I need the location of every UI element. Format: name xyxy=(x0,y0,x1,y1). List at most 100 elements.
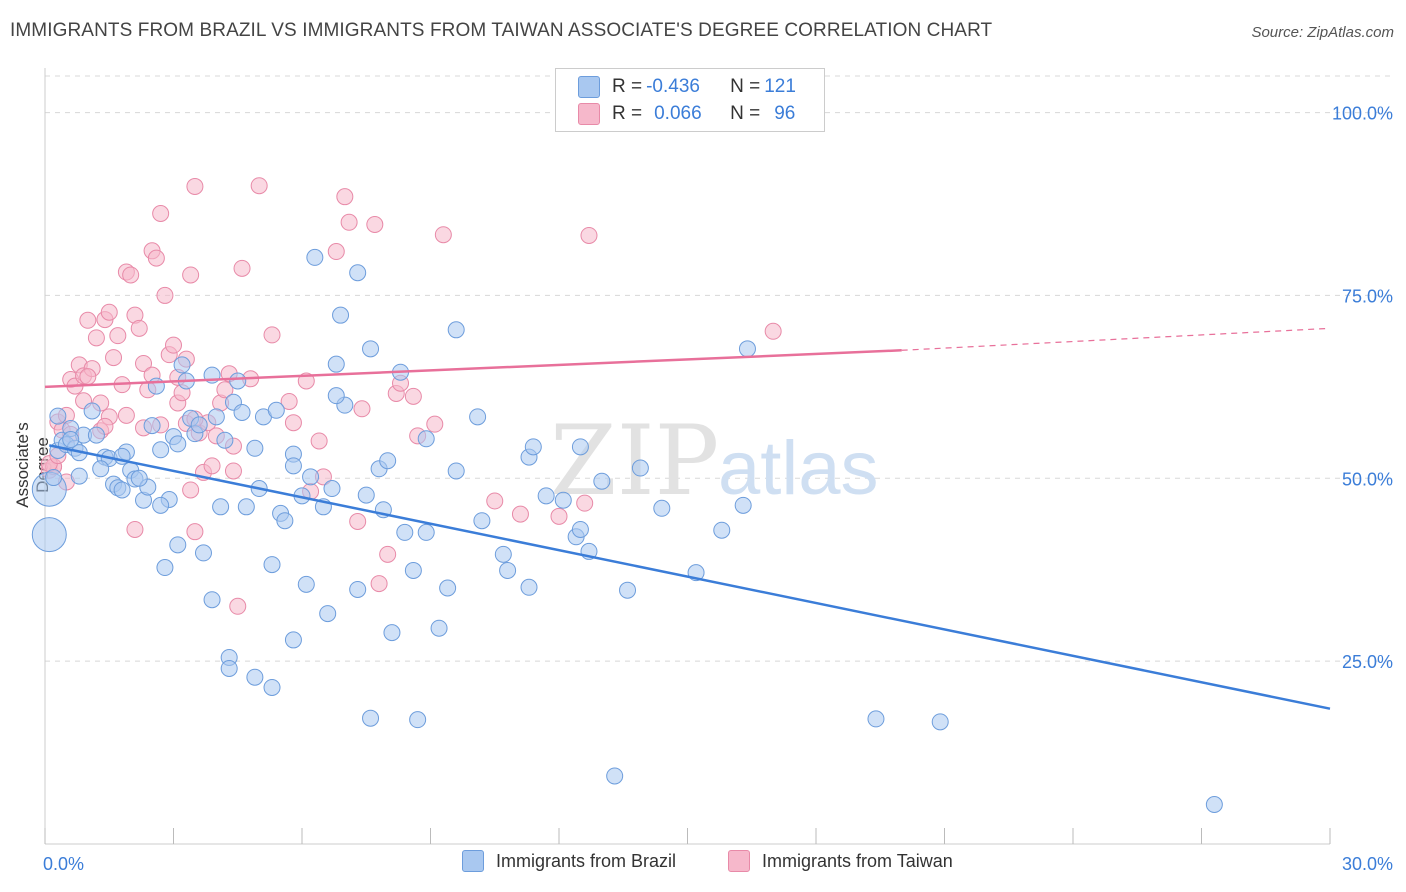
brazil-point xyxy=(499,561,517,579)
brazil-point xyxy=(1205,796,1223,814)
brazil-point xyxy=(349,264,367,282)
brazil-point xyxy=(190,416,208,434)
taiwan-point xyxy=(122,266,140,284)
brazil-point xyxy=(593,472,611,490)
taiwan-point xyxy=(327,243,345,261)
taiwan-point xyxy=(576,494,594,512)
brazil-point xyxy=(404,561,422,579)
brazil-point xyxy=(520,578,538,596)
taiwan-point xyxy=(126,520,144,538)
brazil-point xyxy=(931,713,949,731)
taiwan-point xyxy=(233,259,251,277)
taiwan-point xyxy=(182,481,200,499)
taiwan-point xyxy=(340,213,358,231)
axes xyxy=(44,68,1331,845)
taiwan-point xyxy=(284,414,302,432)
brazil-point xyxy=(194,544,212,562)
grid-lines xyxy=(45,75,1392,662)
trend-lines xyxy=(44,327,1331,710)
brazil-point xyxy=(70,467,88,485)
y-tick-label: 75.0% xyxy=(1342,286,1393,306)
x-tick-label: 30.0% xyxy=(1342,854,1393,874)
watermark: ZIP atlas xyxy=(550,405,879,517)
brazil-point xyxy=(216,431,234,449)
taiwan-point xyxy=(229,597,247,615)
taiwan-point xyxy=(224,462,242,480)
taiwan-point xyxy=(152,205,170,223)
taiwan-point xyxy=(156,286,174,304)
brazil-point xyxy=(45,469,63,487)
bottom-legend: Immigrants from Brazil Immigrants from T… xyxy=(0,850,1406,880)
brazil-point xyxy=(92,460,110,478)
taiwan-point xyxy=(550,507,568,525)
chart-title: IMMIGRANTS FROM BRAZIL VS IMMIGRANTS FRO… xyxy=(10,20,993,41)
brazil-point xyxy=(284,457,302,475)
brazil-point xyxy=(417,523,435,541)
legend-brazil-label: Immigrants from Brazil xyxy=(496,850,677,871)
brazil-point xyxy=(362,340,380,358)
brazil-point xyxy=(734,496,752,514)
taiwan-r-value: 0.066 xyxy=(654,103,702,124)
brazil-point xyxy=(379,452,397,470)
taiwan-point xyxy=(186,177,204,195)
brazil-point xyxy=(130,469,148,487)
brazil-n-label: N = xyxy=(730,76,761,97)
taiwan-point xyxy=(511,505,529,523)
brazil-point xyxy=(284,631,302,649)
brazil-point xyxy=(246,439,264,457)
brazil-point xyxy=(246,668,264,686)
legend-taiwan-swatch xyxy=(728,850,750,872)
legend-item-taiwan[interactable]: Immigrants from Taiwan xyxy=(728,850,953,872)
brazil-point xyxy=(156,559,174,577)
brazil-point xyxy=(383,624,401,642)
taiwan-trend-extension xyxy=(901,327,1331,351)
brazil-point xyxy=(447,321,465,339)
brazil-point xyxy=(571,520,589,538)
taiwan-swatch xyxy=(578,103,600,125)
brazil-point xyxy=(349,580,367,598)
taiwan-r-label: R = xyxy=(612,103,643,124)
legend-taiwan-label: Immigrants from Taiwan xyxy=(762,850,953,871)
brazil-point xyxy=(430,619,448,637)
legend-brazil-swatch xyxy=(462,850,484,872)
taiwan-point xyxy=(404,387,422,405)
brazil-point xyxy=(263,678,281,696)
taiwan-point xyxy=(336,188,354,206)
brazil-point xyxy=(571,438,589,456)
brazil-point xyxy=(237,498,255,516)
taiwan-point xyxy=(130,319,148,337)
tick-labels: 25.0% 50.0% 75.0% 100.0% 0.0% 30.0% xyxy=(43,104,1393,874)
taiwan-point xyxy=(353,400,371,418)
brazil-point xyxy=(220,659,238,677)
brazil-point xyxy=(306,248,324,266)
x-tick-label: 0.0% xyxy=(43,854,84,874)
taiwan-point xyxy=(426,415,444,433)
brazil-point xyxy=(229,372,247,390)
taiwan-point xyxy=(186,523,204,541)
brazil-point xyxy=(631,459,649,477)
brazil-point xyxy=(327,387,345,405)
taiwan-point xyxy=(263,326,281,344)
stats-legend: R = -0.436 N = 121 R = 0.066 N = 96 xyxy=(555,68,825,132)
taiwan-point xyxy=(434,226,452,244)
brazil-point xyxy=(276,512,294,530)
brazil-point xyxy=(537,487,555,505)
brazil-point xyxy=(233,403,251,421)
taiwan-point xyxy=(764,322,782,340)
legend-item-brazil[interactable]: Immigrants from Brazil xyxy=(462,850,676,872)
brazil-point xyxy=(143,417,161,435)
brazil-point xyxy=(323,480,341,498)
taiwan-point xyxy=(370,575,388,593)
brazil-point xyxy=(173,356,191,374)
taiwan-point xyxy=(486,492,504,510)
brazil-point xyxy=(327,355,345,373)
brazil-point xyxy=(203,591,221,609)
brazil-trend-line xyxy=(49,444,1331,710)
series-taiwan-points xyxy=(40,177,782,615)
stats-row-taiwan: R = 0.066 N = 96 xyxy=(578,101,795,127)
y-tick-label: 100.0% xyxy=(1332,104,1393,124)
brazil-point xyxy=(169,536,187,554)
brazil-point xyxy=(297,575,315,593)
taiwan-point xyxy=(280,392,298,410)
